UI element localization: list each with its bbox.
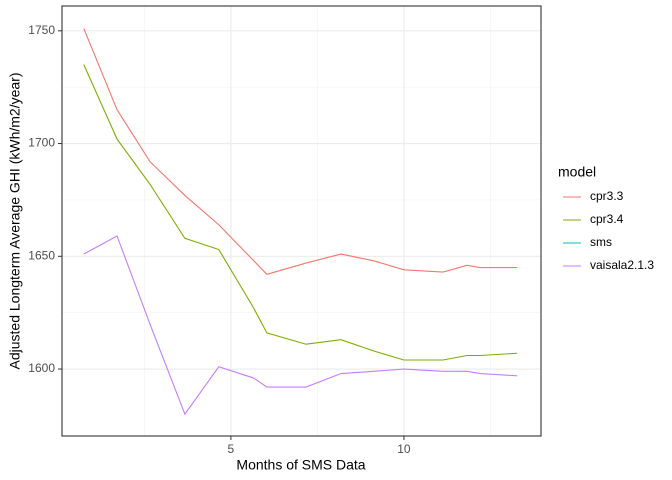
y-tick-label: 1600 bbox=[28, 361, 55, 375]
legend-label: sms bbox=[590, 235, 612, 249]
series-line bbox=[83, 235, 518, 416]
series-line bbox=[83, 64, 518, 361]
y-tick-label: 1750 bbox=[28, 23, 55, 37]
x-tick-label: 5 bbox=[228, 442, 235, 456]
legend-label: cpr3.3 bbox=[590, 189, 624, 203]
x-axis-title: Months of SMS Data bbox=[236, 457, 365, 473]
series-line bbox=[83, 28, 518, 275]
y-tick-label: 1700 bbox=[28, 136, 55, 150]
y-axis-title: Adjusted Longterm Average GHI (kWh/m2/ye… bbox=[7, 73, 23, 370]
plot-border bbox=[61, 5, 542, 437]
legend-title: model bbox=[558, 164, 596, 180]
y-tick-label: 1650 bbox=[28, 248, 55, 262]
legend-label: cpr3.4 bbox=[590, 212, 624, 226]
legend-label: vaisala2.1.3 bbox=[590, 258, 654, 272]
x-tick-label: 10 bbox=[397, 442, 411, 456]
